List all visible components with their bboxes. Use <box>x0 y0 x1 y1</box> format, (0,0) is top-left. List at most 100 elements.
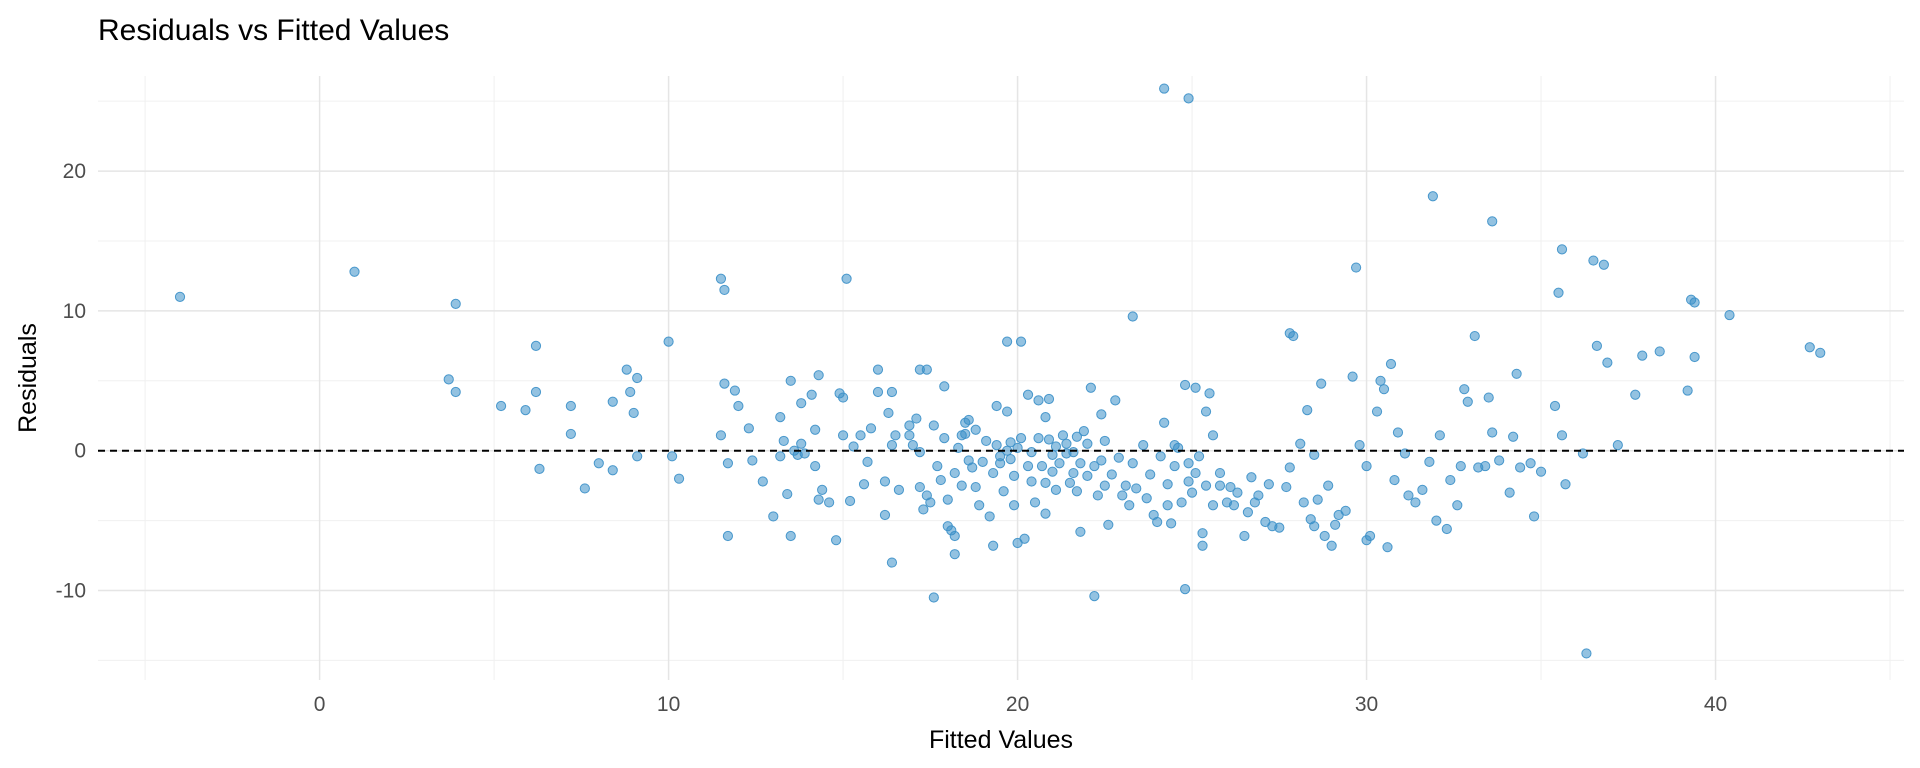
point <box>1427 191 1438 202</box>
point <box>1689 297 1700 308</box>
point <box>981 435 992 447</box>
point <box>621 364 632 375</box>
point <box>1099 435 1110 447</box>
point <box>904 430 915 441</box>
point <box>1127 311 1138 322</box>
point <box>1183 93 1194 104</box>
y-tick-label: 20 <box>63 160 86 183</box>
point <box>1654 346 1665 357</box>
point <box>1295 438 1306 449</box>
point <box>1371 406 1383 417</box>
point <box>872 364 884 375</box>
point <box>1061 438 1072 449</box>
point <box>963 414 974 426</box>
point <box>1117 490 1128 501</box>
point <box>942 494 953 505</box>
point <box>1302 405 1313 416</box>
point <box>1068 467 1079 479</box>
point <box>998 486 1009 497</box>
point <box>1043 393 1055 405</box>
point <box>1002 406 1013 417</box>
point <box>1602 357 1613 368</box>
x-axis-title: Fitted Values <box>929 726 1073 754</box>
point <box>918 504 929 515</box>
point <box>1263 479 1274 490</box>
x-tick-label: 20 <box>1006 693 1029 716</box>
point <box>1455 460 1466 472</box>
point <box>673 473 685 484</box>
point <box>1392 427 1404 438</box>
point <box>960 428 971 440</box>
point <box>778 435 789 447</box>
point <box>810 424 821 435</box>
point <box>949 530 960 542</box>
point <box>1682 385 1693 396</box>
point <box>1040 477 1051 488</box>
point <box>831 535 842 546</box>
point <box>715 273 727 284</box>
point <box>1549 400 1561 412</box>
point <box>1085 382 1096 393</box>
point <box>1207 430 1219 441</box>
point <box>1099 480 1110 491</box>
point <box>722 458 734 469</box>
point <box>1330 519 1341 530</box>
point <box>1382 542 1393 553</box>
point <box>1008 500 1020 511</box>
point <box>1033 395 1044 406</box>
point <box>1281 481 1292 493</box>
point <box>907 440 918 451</box>
point <box>1246 472 1257 483</box>
point <box>1162 479 1173 490</box>
point <box>1096 409 1107 420</box>
point <box>1239 530 1250 542</box>
point <box>1284 462 1295 473</box>
point <box>722 530 734 542</box>
point <box>1288 330 1299 342</box>
point <box>1445 474 1456 486</box>
point <box>1556 244 1568 255</box>
point <box>1410 497 1421 508</box>
point <box>1103 519 1114 530</box>
point <box>928 420 939 431</box>
point <box>565 428 576 440</box>
point <box>174 291 186 303</box>
point <box>995 458 1006 469</box>
point <box>1598 259 1609 270</box>
point <box>1630 389 1641 400</box>
point <box>1155 451 1166 462</box>
point <box>1179 584 1191 595</box>
point <box>579 483 590 494</box>
point <box>775 412 786 423</box>
point <box>886 386 898 398</box>
point <box>1556 430 1568 441</box>
point <box>1424 456 1435 467</box>
point <box>1431 515 1442 526</box>
point <box>1207 500 1219 511</box>
point <box>1092 490 1103 501</box>
x-tick-label: 0 <box>314 693 326 716</box>
point <box>1487 427 1498 438</box>
point <box>1511 368 1522 379</box>
point <box>967 462 978 473</box>
point <box>886 440 898 451</box>
point <box>1417 484 1428 495</box>
point <box>1071 486 1083 497</box>
point <box>1082 470 1093 481</box>
point <box>450 386 461 398</box>
point <box>1350 262 1362 273</box>
point <box>1040 412 1051 423</box>
point <box>565 400 576 412</box>
point <box>956 480 967 491</box>
point <box>1113 452 1124 463</box>
point <box>1441 523 1452 535</box>
point <box>911 413 922 424</box>
point <box>593 458 604 469</box>
point <box>1528 511 1540 522</box>
point <box>1200 406 1212 417</box>
point <box>1002 336 1013 347</box>
point <box>1050 441 1062 452</box>
point <box>977 456 988 467</box>
point <box>1193 451 1205 462</box>
point <box>775 451 786 462</box>
